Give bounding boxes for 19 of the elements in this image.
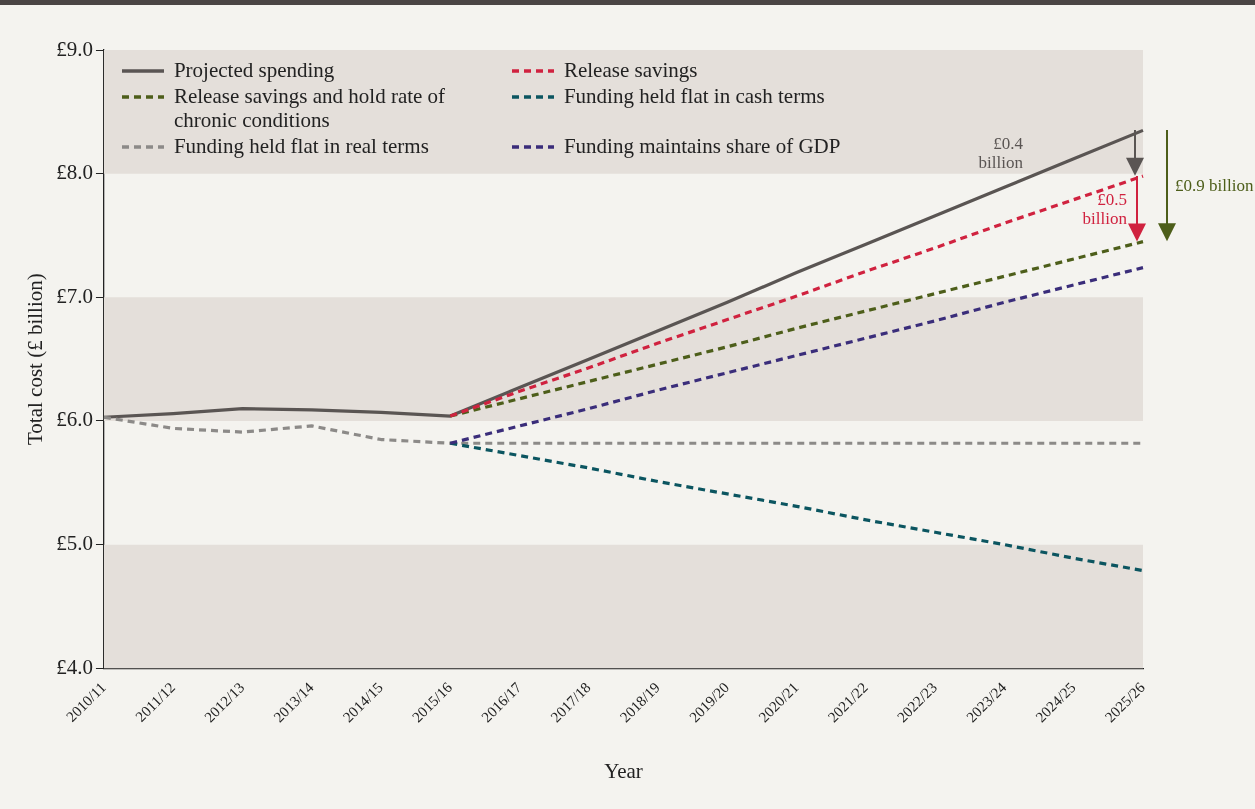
- annotation: £0.4 billion: [977, 134, 1023, 173]
- line-series: [448, 266, 1145, 445]
- legend-label: Funding maintains share of GDP: [563, 134, 841, 158]
- legend-label: Projected spending: [173, 58, 335, 82]
- x-axis-title: Year: [604, 758, 643, 783]
- line-series: [448, 441, 1145, 573]
- y-axis-title: Total cost (£ billion): [23, 273, 48, 446]
- annotation: £0.5 billion: [1081, 189, 1127, 228]
- legend-label: Funding held flat in real terms: [173, 134, 429, 158]
- legend-label: Release savings and hold rate of chronic conditions: [173, 84, 447, 132]
- legend-label: Release savings: [563, 58, 698, 82]
- y-tick-label: £9.0: [56, 36, 93, 61]
- y-tick-label: £6.0: [56, 407, 93, 432]
- y-tick-label: £4.0: [56, 654, 93, 679]
- y-tick-label: £7.0: [56, 283, 93, 308]
- legend-label: Funding held flat in cash terms: [563, 84, 825, 108]
- text: £0.9 billion: [1175, 176, 1254, 196]
- y-tick-label: £5.0: [56, 531, 93, 556]
- y-tick-label: £8.0: [56, 160, 93, 185]
